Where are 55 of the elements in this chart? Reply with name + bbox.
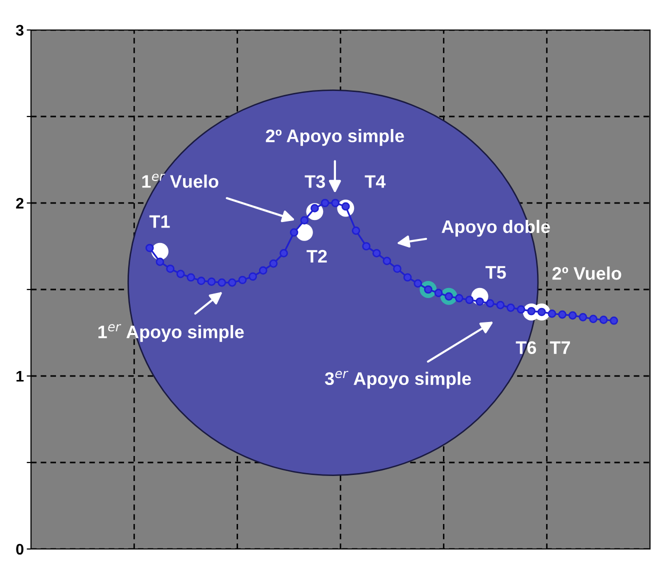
point [290,228,298,237]
annotation: T2 [306,250,327,263]
point [414,279,422,288]
point [548,310,556,318]
annotation: T3 [304,175,326,188]
y-tick-label: 3 [16,24,24,36]
point [465,296,474,304]
point [486,299,494,308]
point [296,224,313,241]
y-tick-label: 1 [16,371,24,382]
point [506,304,515,312]
point [372,249,381,258]
point [156,258,164,266]
point [558,310,566,319]
point [352,226,360,235]
point [610,316,618,325]
point [145,244,154,252]
point [207,278,216,286]
point [454,294,464,302]
point [320,198,330,208]
point [258,266,268,275]
annotation: 2º Apoyo simple [266,129,404,146]
point [403,273,412,282]
point [300,216,309,224]
point [197,276,206,286]
annotation: T4 [364,175,386,188]
point [228,278,236,287]
point [280,249,288,258]
y-tick-label: 0 [16,544,24,555]
point [248,272,257,281]
point [331,198,340,208]
point [269,259,278,268]
point [568,311,577,320]
point [516,305,526,314]
point [434,288,443,298]
point [362,242,370,250]
point [218,278,226,287]
point [166,264,174,273]
point [238,276,247,284]
point [578,313,588,322]
annotation: T7 [550,341,570,354]
point [599,316,608,324]
annotation: T1 [149,215,170,228]
point [393,264,402,273]
annotation: 2º Vuelo [552,266,622,280]
annotation: T5 [486,266,506,279]
point [176,270,185,278]
annotation: 3$^{er}$ Apoyo simple [324,370,471,389]
point [589,314,598,324]
point [476,297,484,306]
point [186,273,196,282]
annotation: T6 [516,341,536,354]
y-tick-label: 2 [16,198,24,209]
point [496,300,505,310]
point [382,256,392,266]
